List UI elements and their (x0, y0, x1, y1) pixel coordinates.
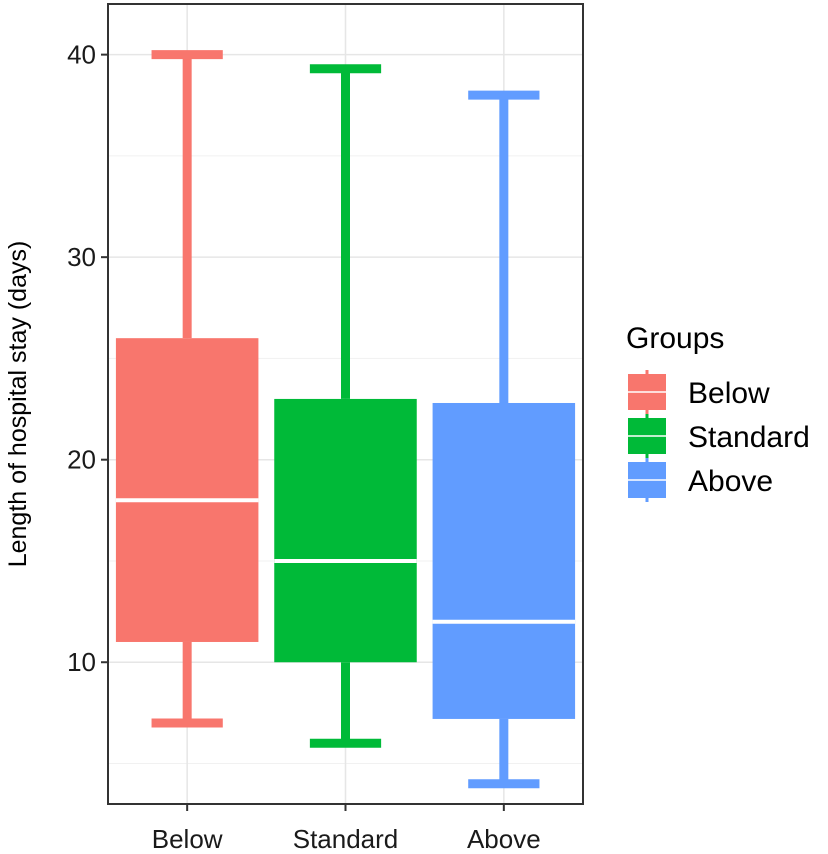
x-axis: Below Standard Above (152, 804, 541, 854)
y-tick-label: 10 (67, 647, 96, 677)
legend: Groups Below Standard Above (626, 322, 810, 502)
y-tick-label: 30 (67, 242, 96, 272)
legend-item-below: Below (628, 370, 770, 414)
y-axis-title: Length of hospital stay (days) (4, 241, 32, 568)
legend-label: Standard (688, 421, 810, 454)
legend-label: Below (688, 377, 770, 410)
legend-label: Above (688, 465, 773, 498)
x-tick-label: Above (467, 824, 541, 854)
legend-title: Groups (626, 322, 724, 355)
y-tick-label: 20 (67, 445, 96, 475)
y-tick-label: 40 (67, 40, 96, 70)
legend-item-standard: Standard (628, 414, 810, 458)
x-tick-label: Below (152, 824, 223, 854)
box-iqr (432, 402, 576, 719)
y-axis: 10 20 30 40 (67, 40, 108, 677)
x-tick-label: Standard (293, 824, 399, 854)
box-above (432, 90, 576, 789)
box-standard (274, 64, 417, 748)
box-below (115, 50, 259, 728)
box-iqr (274, 398, 417, 663)
legend-item-above: Above (628, 458, 773, 502)
box-series (115, 50, 576, 789)
box-iqr (115, 338, 259, 642)
